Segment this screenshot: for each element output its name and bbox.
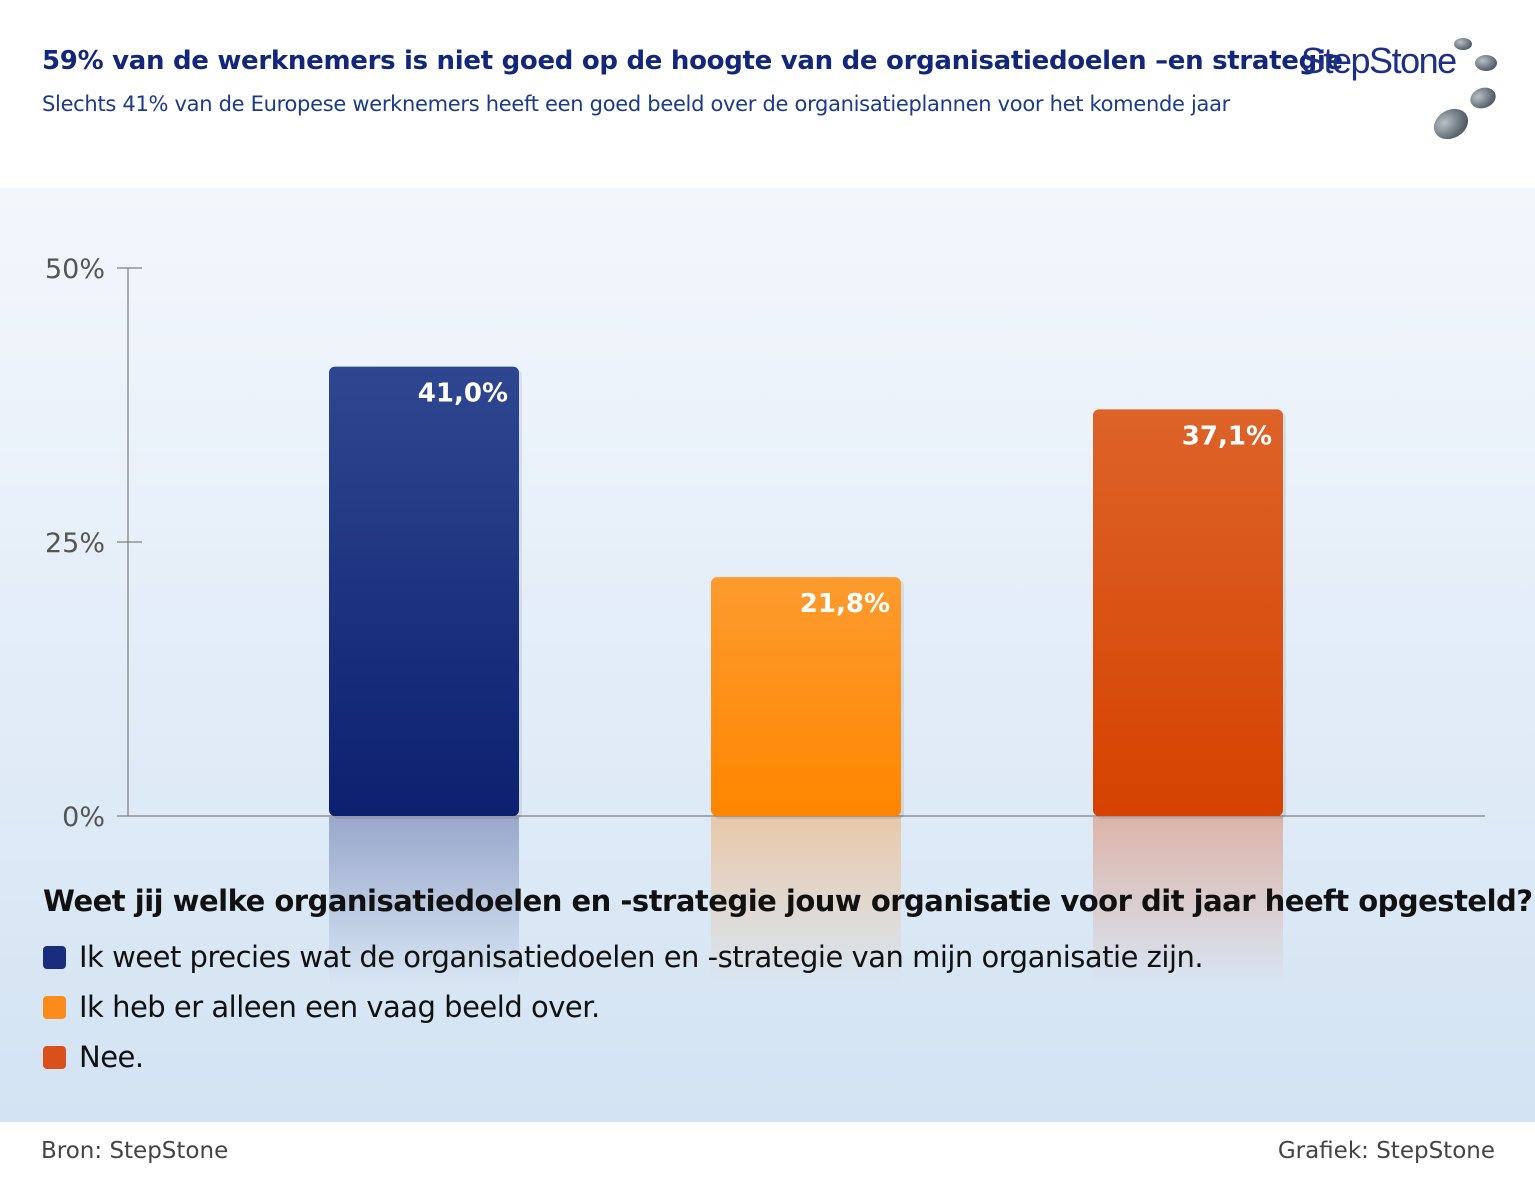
bar-value-label: 41,0% [418, 379, 508, 409]
stepstone-logo: StepStone [1298, 30, 1518, 160]
credit-label: Grafiek: StepStone [1277, 1138, 1495, 1164]
legend-swatch [43, 995, 66, 1019]
legend-item: Ik weet precies wat de organisatiedoelen… [43, 932, 1204, 982]
chart-title: 59% van de werknemers is niet goed op de… [42, 46, 1343, 76]
bar-value-label: 37,1% [1182, 421, 1272, 451]
legend-item: Ik heb er alleen een vaag beeld over. [43, 982, 1203, 1032]
y-tick-label: 0% [62, 802, 105, 833]
legend-label: Nee. [79, 1040, 144, 1074]
chart-subtitle: Slechts 41% van de Europese werknemers h… [42, 92, 1230, 116]
legend: Ik weet precies wat de organisatiedoelen… [43, 932, 1204, 1082]
bar-reflection [329, 817, 519, 987]
legend-item: Nee. [43, 1032, 1203, 1082]
y-tick-label: 25% [45, 528, 105, 559]
bar [329, 366, 519, 816]
question-label: Weet jij welke organisatiedoelen en -str… [43, 884, 1533, 918]
y-tick-label: 50% [45, 254, 105, 285]
source-label: Bron: StepStone [41, 1138, 229, 1164]
bar-reflection [1093, 817, 1283, 987]
logo-text: StepStone [1301, 40, 1457, 81]
legend-label: Ik weet precies wat de organisatiedoelen… [79, 940, 1204, 974]
legend-swatch [43, 1045, 66, 1069]
bar [711, 577, 901, 816]
legend-swatch [43, 945, 66, 969]
stones-icon [1433, 38, 1497, 140]
bar-value-label: 21,8% [800, 589, 890, 619]
bar [1093, 409, 1283, 816]
bar-reflection [711, 817, 901, 987]
legend-label: Ik heb er alleen een vaag beeld over. [79, 990, 600, 1024]
